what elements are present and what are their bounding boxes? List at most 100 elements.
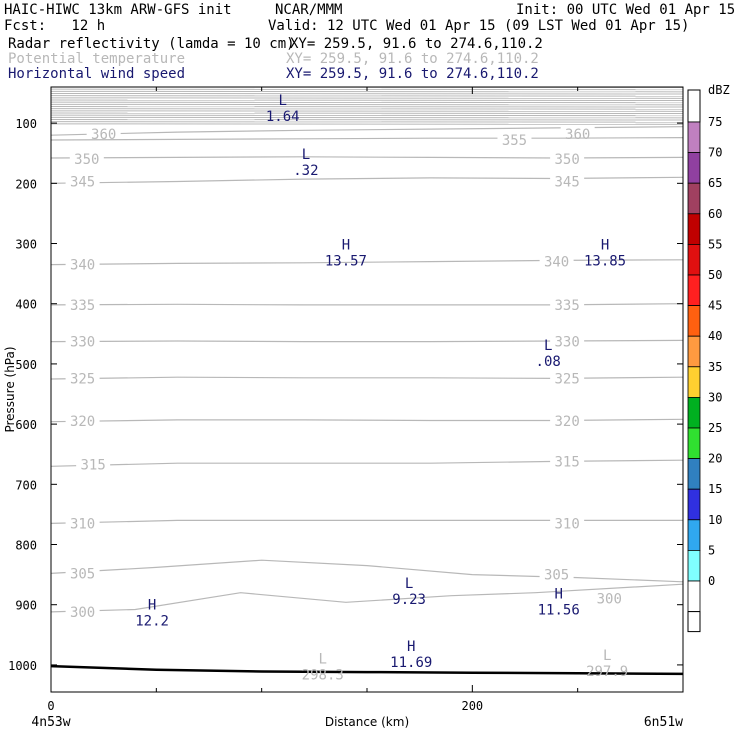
colorbar-label: 45 xyxy=(708,299,722,313)
marker-H: H xyxy=(407,639,415,655)
colorbar-label: 15 xyxy=(708,482,722,496)
contour-label-325: 325 xyxy=(554,371,579,387)
contour-label-330: 330 xyxy=(70,335,95,351)
x-tick-label: 200 xyxy=(461,699,483,713)
field-1-name: Radar reflectivity (lamda = 10 cm) xyxy=(8,36,295,52)
upper-contour-line xyxy=(50,95,684,97)
marker-L: L xyxy=(544,338,552,354)
upper-contour-line xyxy=(50,112,684,115)
upper-contour-line xyxy=(50,99,684,102)
marker-value: .32 xyxy=(293,163,318,179)
contour-label-bg xyxy=(86,125,121,141)
contour-label-bg xyxy=(76,456,111,472)
contour-label-355: 355 xyxy=(502,133,527,149)
upper-contour-line xyxy=(50,123,684,125)
y-tick-label: 700 xyxy=(15,478,37,492)
colorbar-unit: dBZ xyxy=(708,83,730,97)
upper-contour-line xyxy=(50,116,684,119)
theta-contour-355 xyxy=(50,137,684,141)
colorbar-label: 75 xyxy=(708,115,722,129)
colorbar-swatch xyxy=(687,243,701,276)
theta-contour-340 xyxy=(50,259,684,266)
contour-label-315: 315 xyxy=(80,457,105,473)
colorbar-swatch xyxy=(687,366,701,398)
theta-contour-335 xyxy=(50,303,684,306)
contour-label-bg xyxy=(550,173,585,189)
colorbar-swatch xyxy=(687,580,701,613)
x-end-left-label: 4n53w xyxy=(31,715,70,730)
y-axis-label: Pressure (hPa) xyxy=(3,346,17,432)
contour-label-330: 330 xyxy=(554,335,579,351)
colorbar-cap xyxy=(687,89,701,123)
y-tick-label: 300 xyxy=(15,238,37,252)
contour-label-340: 340 xyxy=(544,255,569,271)
field-3-xy: XY= 259.5, 91.6 to 274.6,110.2 xyxy=(286,66,539,82)
contour-label-300: 300 xyxy=(597,592,622,608)
colorbar-label: 55 xyxy=(708,237,722,251)
contour-label-bg xyxy=(550,296,585,312)
init-time: Init: 00 UTC Wed 01 Apr 15 xyxy=(516,2,736,18)
contour-label-345: 345 xyxy=(70,175,95,191)
contour-label-bg xyxy=(550,413,585,429)
colorbar-label: 50 xyxy=(708,268,722,282)
theta-contour-325 xyxy=(50,376,684,380)
contour-label-bg xyxy=(550,333,585,349)
upper-contour-line xyxy=(50,106,684,108)
contour-label-bg xyxy=(65,413,100,429)
colorbar-label: 60 xyxy=(708,207,722,221)
y-tick-label: 100 xyxy=(15,117,37,131)
contour-label-320: 320 xyxy=(70,414,95,430)
colorbar-label: 25 xyxy=(708,421,722,435)
y-tick-label: 500 xyxy=(15,358,37,372)
upper-contour-line xyxy=(50,101,684,104)
marker-H: H xyxy=(554,587,562,603)
colorbar-label: 20 xyxy=(708,452,722,466)
contour-label-315: 315 xyxy=(554,454,579,470)
contour-label-335: 335 xyxy=(70,298,95,314)
y-tick-label: 200 xyxy=(15,177,37,191)
contour-label-bg xyxy=(65,370,100,386)
upper-contour-line xyxy=(50,97,684,99)
theta-contour-310 xyxy=(50,519,683,524)
y-tick-label: 400 xyxy=(15,298,37,312)
contour-label-360: 360 xyxy=(565,127,590,143)
theta-contour-305 xyxy=(50,559,684,583)
contour-label-bg xyxy=(497,131,532,147)
field-3-name: Horizontal wind speed xyxy=(8,66,186,82)
marker-L: L xyxy=(603,648,611,664)
colorbar-swatch xyxy=(687,305,701,337)
theta-contour-320 xyxy=(50,418,684,423)
contour-label-360: 360 xyxy=(91,127,116,143)
colorbar-swatch xyxy=(687,519,701,551)
marker-value: 11.56 xyxy=(538,603,580,619)
y-tick-label: 1000 xyxy=(8,659,37,673)
colorbar-label: 70 xyxy=(708,146,722,160)
marker-value: 297.9 xyxy=(586,664,628,680)
valid-time: Valid: 12 UTC Wed 01 Apr 15 (09 LST Wed … xyxy=(268,18,690,34)
contour-label-bg xyxy=(69,151,104,167)
contour-label-320: 320 xyxy=(554,414,579,430)
marker-value: 12.2 xyxy=(135,614,169,630)
marker-H: H xyxy=(601,238,609,254)
theta-contour-345 xyxy=(50,176,684,184)
contour-label-bg xyxy=(550,151,585,167)
contour-label-bg xyxy=(592,590,627,606)
y-tick-label: 900 xyxy=(15,599,37,613)
contour-label-340: 340 xyxy=(70,258,95,274)
x-end-right-label: 6n51w xyxy=(644,715,683,730)
contour-label-bg xyxy=(539,253,574,269)
theta-contour-300 xyxy=(50,583,684,613)
upper-contour-band xyxy=(50,86,684,125)
x-axis-label: Distance (km) xyxy=(325,715,409,729)
contour-label-bg xyxy=(65,515,100,531)
colorbar-swatch xyxy=(687,550,701,582)
colorbar-swatch xyxy=(687,274,701,307)
x-tick-label: 0 xyxy=(47,699,54,713)
contour-label-bg xyxy=(65,173,100,189)
marker-value: .08 xyxy=(536,354,561,370)
colorbar-swatch xyxy=(687,458,701,490)
colorbar-swatch xyxy=(687,427,701,460)
contour-label-335: 335 xyxy=(554,298,579,314)
y-tick-label: 600 xyxy=(15,418,37,432)
contour-label-345: 345 xyxy=(554,175,579,191)
